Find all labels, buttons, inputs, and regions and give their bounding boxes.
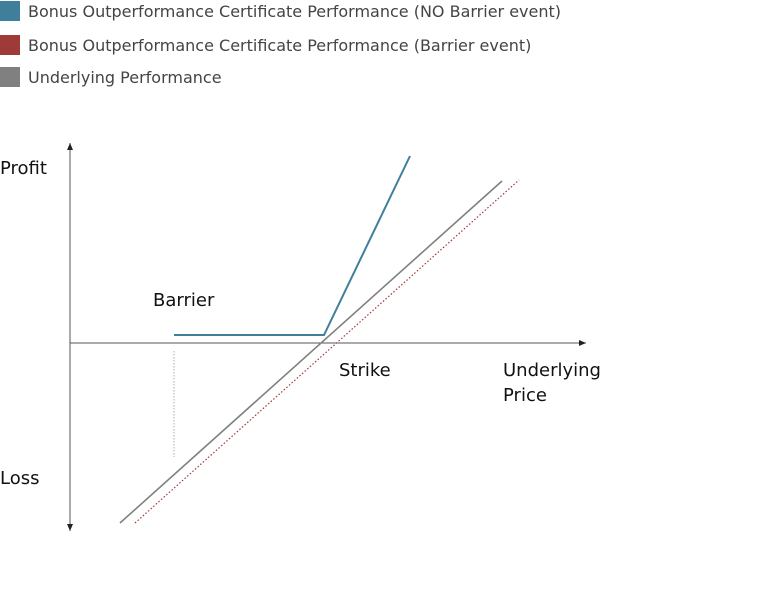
legend-item-barrier: Bonus Outperformance Certificate Perform… xyxy=(0,34,531,56)
profit-label: Profit xyxy=(0,158,47,179)
legend-label: Bonus Outperformance Certificate Perform… xyxy=(28,1,562,21)
no-barrier-line xyxy=(174,155,411,336)
legend-swatch-red xyxy=(0,35,20,55)
legend-swatch-gray xyxy=(0,67,20,87)
barrier-event-line xyxy=(134,179,520,524)
legend-swatch-blue xyxy=(0,1,20,21)
legend-label: Bonus Outperformance Certificate Perform… xyxy=(28,35,532,55)
loss-label: Loss xyxy=(0,468,40,489)
strike-label: Strike xyxy=(339,360,391,381)
underlying-line xyxy=(119,180,503,524)
x-axis-label-line2: Price xyxy=(503,385,547,406)
legend-label: Underlying Performance xyxy=(28,67,222,87)
legend-item-no-barrier: Bonus Outperformance Certificate Perform… xyxy=(0,0,561,22)
x-axis-label-line1: Underlying xyxy=(503,360,601,381)
barrier-label: Barrier xyxy=(153,290,215,311)
legend-item-underlying: Underlying Performance xyxy=(0,66,222,88)
